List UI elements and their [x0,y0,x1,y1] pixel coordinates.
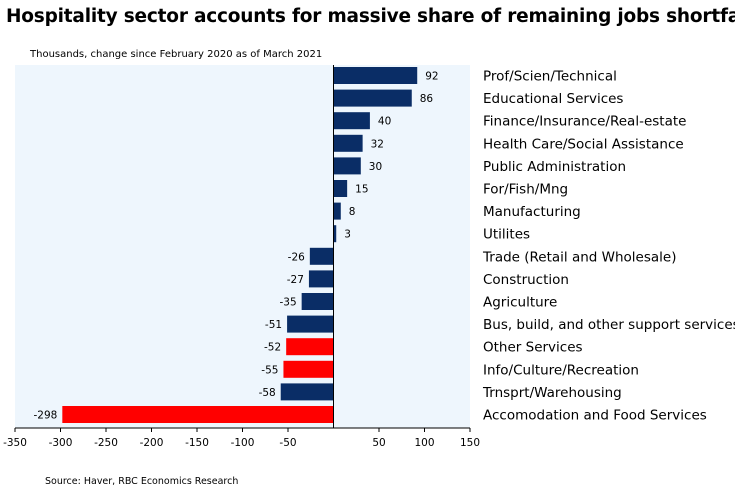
bar [333,157,361,175]
bar [280,383,334,401]
category-label: Info/Culture/Recreation [483,362,639,378]
tick-label: -50 [279,437,296,449]
tick-label: -100 [231,437,255,449]
bar-group [62,67,418,423]
value-label: -52 [264,342,281,354]
tick-label: 100 [414,437,434,449]
value-label: -58 [259,387,276,399]
category-label: Agriculture [483,295,557,311]
value-label: 40 [378,116,391,128]
value-label: 30 [369,161,382,173]
bar [283,360,334,378]
category-label: Accomodation and Food Services [483,408,707,424]
category-label: Bus, build, and other support services [483,317,735,333]
tick-label: -250 [94,437,118,449]
category-label: Prof/Scien/Technical [483,69,617,85]
value-label: -26 [288,251,305,263]
category-label: Other Services [483,340,583,356]
value-label: 15 [355,184,368,196]
category-label: Trnsprt/Warehousing [482,385,622,401]
value-label: -35 [279,297,296,309]
category-label: Construction [483,272,569,288]
category-label: Educational Services [483,91,623,107]
bar [333,202,341,220]
value-label: -51 [265,319,282,331]
value-label: 92 [425,71,438,83]
chart-subtitle: Thousands, change since February 2020 as… [30,49,323,60]
bar [286,338,334,356]
bar [301,293,334,310]
plot-background [15,65,470,428]
tick-label: 50 [372,437,385,449]
tick-label: -350 [3,437,27,449]
value-label: -27 [287,274,304,286]
bar [333,225,337,243]
tick-label: -150 [185,437,209,449]
bar [333,67,418,84]
value-label: -298 [33,410,57,422]
category-label: Utilites [483,227,530,243]
category-label: Health Care/Social Assistance [483,136,684,152]
bar [287,315,334,333]
bar [333,180,348,197]
category-label: Trade (Retail and Wholesale) [482,249,677,265]
bar [62,406,334,423]
category-label: For/Fish/Mng [483,182,568,198]
chart-title: Hospitality sector accounts for massive … [6,6,735,27]
value-label: 86 [420,93,434,105]
category-label: Finance/Insurance/Real-estate [483,114,686,130]
bar [333,112,370,130]
category-labels: Prof/Scien/Technical Educational Services… [482,69,735,424]
x-axis-ticks: -350 -300 -250 -200 -150 -100 -50 50 100 150 [3,428,480,449]
tick-label: -300 [49,437,73,449]
value-label: -55 [261,364,278,376]
tick-label: 150 [460,437,480,449]
bar [308,270,334,288]
value-label: 8 [349,206,356,218]
value-label: 3 [344,229,351,241]
tick-label: -200 [140,437,164,449]
bar [309,247,334,265]
source-note: Source: Haver, RBC Economics Research [45,476,239,487]
bar [333,134,363,152]
category-label: Public Administration [483,159,626,175]
bar [333,89,412,107]
category-label: Manufacturing [483,204,581,220]
value-label: 32 [371,138,384,150]
